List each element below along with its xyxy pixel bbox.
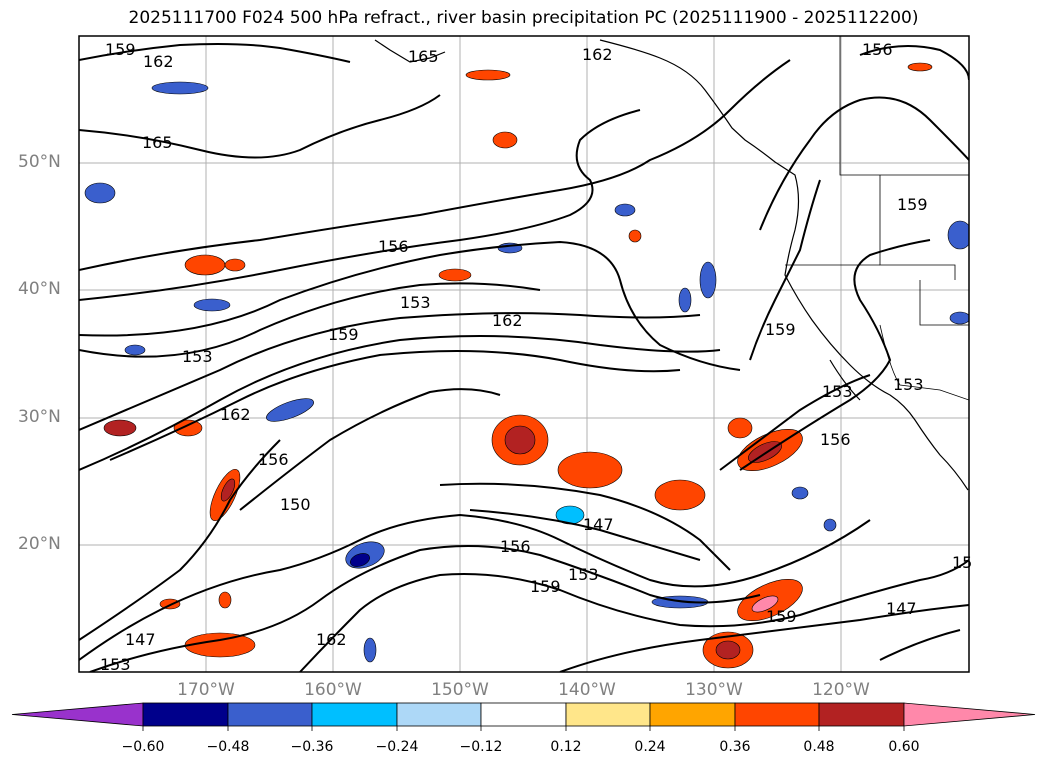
contour-label: 156 [820, 430, 851, 449]
contour-label: 159 [530, 577, 561, 596]
contour-label: 162 [143, 52, 174, 71]
contour-label: 147 [583, 515, 614, 534]
contour-label: 156 [862, 40, 893, 59]
contour-label: 150 [280, 495, 311, 514]
colorbar-tick-label: 0.24 [634, 739, 666, 755]
longitude-label: 160°W [304, 680, 362, 700]
colorbar-tick-label: −0.48 [206, 739, 250, 755]
contour-labels: 159 162 165 165 162 156 159 156 153 162 … [100, 40, 972, 674]
colorbar [11, 702, 1036, 731]
latitude-label: 30°N [18, 407, 61, 427]
longitude-label: 150°W [431, 680, 489, 700]
contour-label: 153 [100, 655, 131, 674]
colorbar-extend-high [903, 702, 1036, 727]
coastline [374, 39, 969, 491]
contour-label: 153 [822, 382, 853, 401]
latitude-label: 40°N [18, 279, 61, 299]
latitude-label: 50°N [18, 152, 61, 172]
contour-label: 159 [105, 40, 136, 59]
colorbar-segment [396, 702, 482, 727]
longitude-label: 170°W [177, 680, 235, 700]
contour-label: 153 [400, 293, 431, 312]
contour-label: 159 [766, 607, 797, 626]
colorbar-segment [649, 702, 736, 727]
colorbar-tick-label: 0.60 [888, 739, 920, 755]
contour-label: 159 [328, 325, 359, 344]
contour-label: 162 [220, 405, 251, 424]
longitude-label: 130°W [685, 680, 743, 700]
contour-label: 153 [182, 347, 213, 366]
contour-label: 156 [378, 237, 409, 256]
colorbar-segment [142, 702, 229, 727]
shaded-fields [84, 62, 969, 669]
colorbar-extend-low [11, 702, 144, 727]
contour-label: 159 [765, 320, 796, 339]
contour-label: 153 [568, 565, 599, 584]
contour-label: 147 [886, 599, 917, 618]
contour-label: 162 [492, 311, 523, 330]
colorbar-tick-label: −0.12 [459, 739, 503, 755]
contour-label: 156 [500, 537, 531, 556]
colorbar-tick-label: −0.36 [290, 739, 334, 755]
longitude-label: 120°W [812, 680, 870, 700]
contour-label: 162 [582, 45, 613, 64]
colorbar-tick-label: 0.36 [719, 739, 751, 755]
colorbar-segment [734, 702, 820, 727]
colorbar-segment [480, 702, 567, 727]
contour-label: 147 [125, 630, 156, 649]
contour-label: 162 [316, 630, 347, 649]
contour-label: 156 [258, 450, 289, 469]
longitude-label: 140°W [558, 680, 616, 700]
contour-label: 15 [952, 553, 972, 572]
colorbar-segment [818, 702, 905, 727]
colorbar-segment [311, 702, 398, 727]
map-frame [78, 35, 970, 673]
colorbar-segment [227, 702, 313, 727]
colorbar-tick-label: 0.12 [550, 739, 582, 755]
map-title: 2025111700 F024 500 hPa refract., river … [128, 8, 919, 28]
latitude-label: 20°N [18, 534, 61, 554]
contour-lines [79, 43, 969, 672]
contour-label: 165 [142, 133, 173, 152]
contour-label: 159 [897, 195, 928, 214]
colorbar-tick-label: 0.48 [803, 739, 835, 755]
colorbar-segment [565, 702, 651, 727]
contour-label: 165 [408, 47, 439, 66]
colorbar-tick-label: −0.24 [375, 739, 419, 755]
colorbar-tick-label: −0.60 [121, 739, 165, 755]
contour-label: 153 [893, 375, 924, 394]
political-borders [785, 36, 969, 401]
